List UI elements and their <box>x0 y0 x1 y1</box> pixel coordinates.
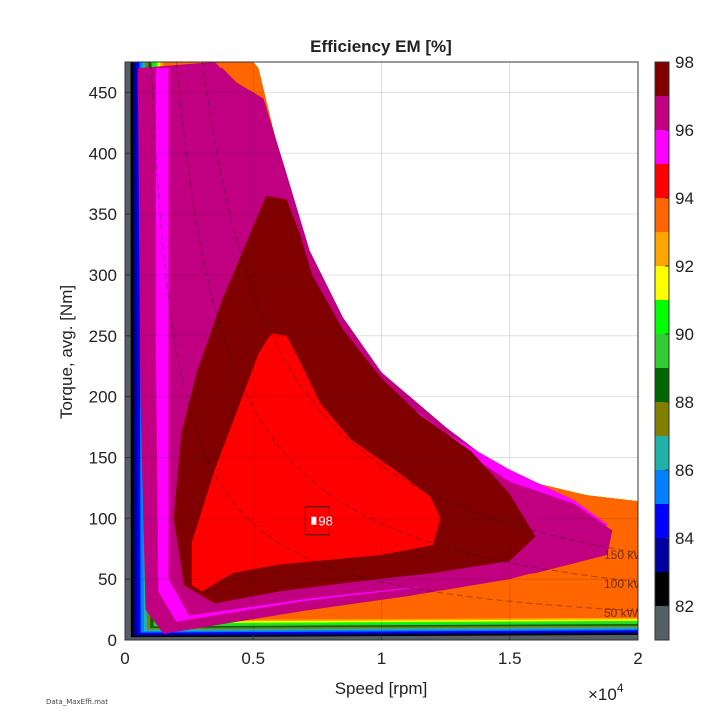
colorbar-tick-label: 82 <box>675 597 694 616</box>
y-tick-label: 150 <box>89 448 117 467</box>
y-axis-label: Torque, avg. [Nm] <box>57 285 76 419</box>
y-tick-label: 200 <box>89 388 117 407</box>
colorbar-tick-label: 86 <box>675 461 694 480</box>
colorbar-swatch-95 <box>655 130 669 164</box>
marker-box <box>304 506 330 536</box>
power-line-100 <box>176 62 638 583</box>
x-axis-label: Speed [rpm] <box>335 679 428 698</box>
colorbar-swatch-96 <box>655 96 669 130</box>
y-tick-label: 300 <box>89 266 117 285</box>
colorbar-tick-label: 84 <box>675 529 694 548</box>
y-tick-label: 0 <box>108 631 117 650</box>
colorbar-swatch-84 <box>655 504 669 538</box>
colorbar-swatch-93 <box>655 198 669 232</box>
axes: 150 kW 100 kW 50 kW 0 0.5 1 1.5 2 0 50 100 150 200… <box>89 61 645 668</box>
y-tick-label: 50 <box>98 570 117 589</box>
file-label: Data_MaxEffi.mat <box>46 698 108 706</box>
colorbar-swatch-85 <box>655 470 669 504</box>
y-tick-label: 400 <box>89 144 117 163</box>
colorbar-swatch-88 <box>655 368 669 402</box>
colorbar-swatch-81 <box>655 606 669 640</box>
y-tick-label: 250 <box>89 327 117 346</box>
x-tick-label: 0.5 <box>241 649 265 668</box>
colorbar-swatch-87 <box>655 402 669 436</box>
x-axis-ticks: 0 0.5 1 1.5 2 <box>120 635 643 668</box>
marker-point <box>311 516 317 525</box>
power-line-label: 100 kW <box>604 577 645 591</box>
colorbar-swatch-90 <box>655 300 669 334</box>
power-line-label: 150 kW <box>604 548 645 562</box>
marker-label: 98 <box>318 514 332 529</box>
x-tick-label: 0 <box>120 649 129 668</box>
colorbar-tick-label: 98 <box>675 53 694 72</box>
colorbar-tick-label: 92 <box>675 257 694 276</box>
colorbar-tick-label: 90 <box>675 325 694 344</box>
y-axis-ticks: 0 50 100 150 200 250 300 350 400 450 <box>89 83 130 650</box>
colorbar-tick-label: 96 <box>675 121 694 140</box>
colorbar-tick-label: 94 <box>675 189 694 208</box>
colorbar-swatch-86 <box>655 436 669 470</box>
colorbar-swatch-89 <box>655 334 669 368</box>
x-tick-label: 2 <box>633 649 642 668</box>
colorbar-swatch-83 <box>655 538 669 572</box>
colorbar: 82 84 86 88 90 92 94 96 98 <box>654 53 694 641</box>
y-tick-label: 350 <box>89 205 117 224</box>
power-line-50 <box>150 62 638 612</box>
data-tip-marker[interactable]: 98 <box>304 506 333 536</box>
colorbar-tick-label: 88 <box>675 393 694 412</box>
colorbar-swatch-97 <box>655 62 669 96</box>
chart-title: Efficiency EM [%] <box>310 37 452 56</box>
power-lines: 150 kW 100 kW 50 kW <box>150 62 645 620</box>
contour-regions <box>125 62 638 640</box>
colorbar-swatch-94 <box>655 164 669 198</box>
colorbar-swatch-92 <box>655 232 669 266</box>
colorbar-swatch-82 <box>655 572 669 606</box>
x-exponent-label: ×104 <box>588 681 624 704</box>
grid-lines <box>125 62 638 640</box>
colorbar-swatch-91 <box>655 266 669 300</box>
x-tick-label: 1.5 <box>498 649 522 668</box>
region-98 <box>191 333 441 592</box>
colorbar-frame <box>654 61 670 641</box>
y-tick-label: 100 <box>89 509 117 528</box>
y-tick-label: 450 <box>89 83 117 102</box>
x-tick-label: 1 <box>377 649 386 668</box>
power-line-label: 50 kW <box>604 606 639 620</box>
